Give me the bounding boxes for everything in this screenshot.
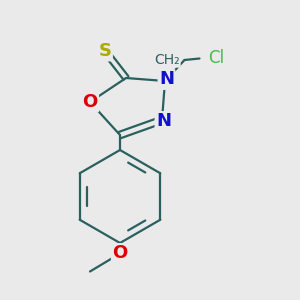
Text: CH₂: CH₂: [154, 53, 180, 67]
Text: N: N: [156, 112, 171, 130]
Text: O: O: [112, 244, 128, 262]
Text: O: O: [82, 93, 98, 111]
Text: S: S: [98, 42, 112, 60]
Text: Cl: Cl: [208, 50, 225, 68]
Text: N: N: [159, 70, 174, 88]
